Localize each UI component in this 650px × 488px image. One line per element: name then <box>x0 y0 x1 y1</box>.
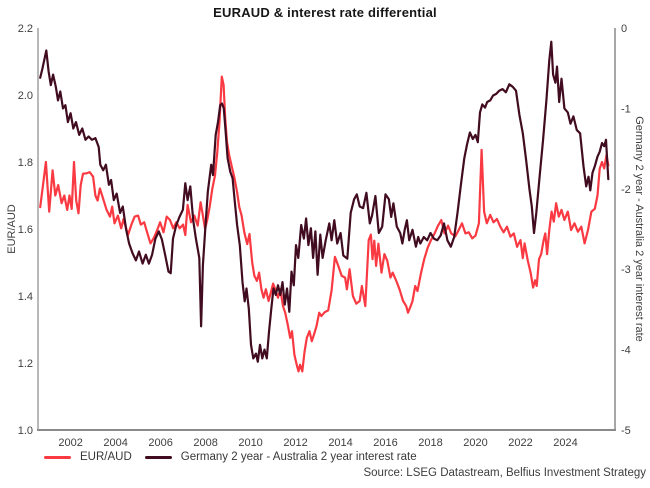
chart-title: EURAUD & interest rate differential <box>213 5 437 20</box>
right-axis-tick-label: 0 <box>621 23 627 35</box>
x-axis-tick-label: 2010 <box>238 437 262 449</box>
x-axis-tick-label: 2002 <box>58 437 82 449</box>
left-axis-tick-label: 1.4 <box>18 291 33 303</box>
x-axis-tick-label: 2020 <box>463 437 487 449</box>
left-axis-tick-label: 1.8 <box>18 157 33 169</box>
x-axis-tick-label: 2022 <box>508 437 532 449</box>
legend-swatch-differential <box>144 455 172 459</box>
x-axis-tick-label: 2018 <box>418 437 442 449</box>
x-axis-tick-label: 2024 <box>553 437 577 449</box>
rate-differential-line <box>39 40 610 363</box>
x-axis-tick-label: 2012 <box>283 437 307 449</box>
right-axis-tick-label: -2 <box>621 184 631 196</box>
right-axis-tick-label: -4 <box>621 345 631 357</box>
source-note: Source: LSEG Datastream, Belfius Investm… <box>363 467 646 479</box>
left-axis-tick-label: 2.2 <box>18 23 33 35</box>
x-axis-tick-label: 2004 <box>103 437 127 449</box>
legend-label-differential: Germany 2 year - Australia 2 year intere… <box>180 451 417 463</box>
legend-label-euraud: EUR/AUD <box>80 451 132 463</box>
left-axis-tick-label: 1.6 <box>18 224 33 236</box>
x-axis-tick-label: 2014 <box>328 437 352 449</box>
left-axis-tick-label: 1.0 <box>18 425 33 437</box>
left-axis-title: EUR/AUD <box>6 204 18 254</box>
left-axis-tick-label: 1.2 <box>18 358 33 370</box>
legend: EUR/AUD Germany 2 year - Australia 2 yea… <box>44 451 417 463</box>
legend-swatch-euraud <box>44 455 71 459</box>
x-axis-tick-label: 2006 <box>148 437 172 449</box>
right-axis-tick-label: -3 <box>621 264 631 276</box>
x-axis-tick-label: 2008 <box>193 437 217 449</box>
right-axis-title: Germany 2 year - Australia 2 year intere… <box>633 116 645 342</box>
right-axis-tick-label: -1 <box>621 103 631 115</box>
legend-item-differential: Germany 2 year - Australia 2 year intere… <box>144 451 417 463</box>
left-axis-tick-label: 2.0 <box>18 90 33 102</box>
right-axis-tick-label: -5 <box>621 425 631 437</box>
x-axis-tick-label: 2016 <box>373 437 397 449</box>
euraud-line <box>39 75 610 373</box>
legend-item-euraud: EUR/AUD <box>44 451 132 463</box>
